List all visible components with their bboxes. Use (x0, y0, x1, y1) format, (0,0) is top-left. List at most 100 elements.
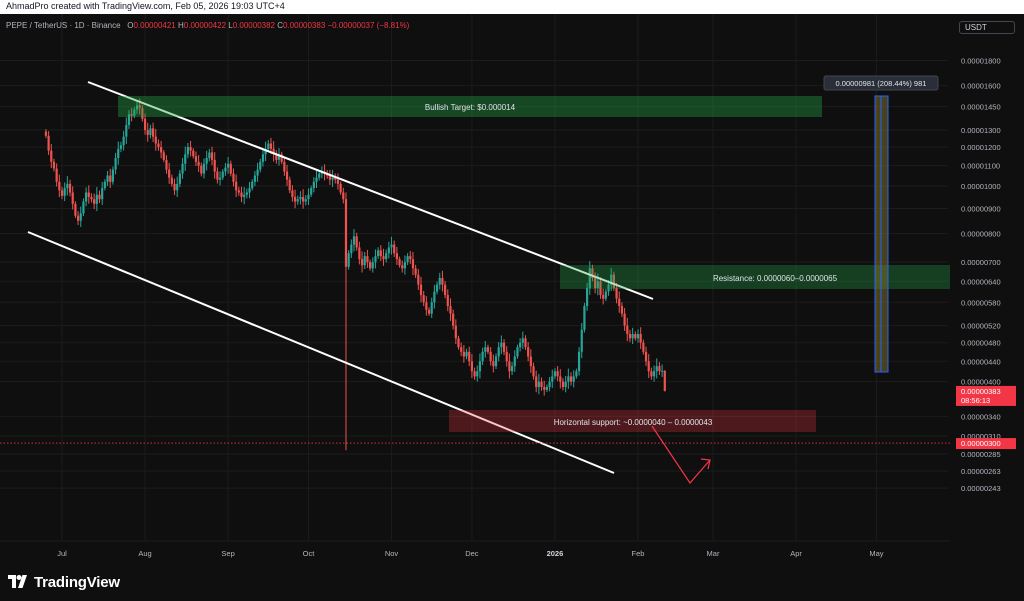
candle-body[interactable] (146, 129, 149, 135)
candle-body[interactable] (259, 161, 262, 170)
candle-body[interactable] (661, 370, 664, 372)
candle-body[interactable] (162, 152, 165, 160)
candle-body[interactable] (74, 203, 77, 216)
candle-body[interactable] (243, 194, 246, 197)
candle-body[interactable] (371, 262, 374, 269)
candle-body[interactable] (50, 150, 53, 162)
candle-body[interactable] (639, 334, 642, 343)
candle-body[interactable] (336, 179, 340, 184)
candle-body[interactable] (253, 175, 256, 182)
candle-body[interactable] (393, 244, 396, 254)
candle-body[interactable] (269, 143, 273, 149)
candle-body[interactable] (382, 256, 385, 260)
candle-body[interactable] (580, 329, 583, 352)
candle-body[interactable] (457, 338, 460, 348)
candle-body[interactable] (216, 171, 219, 180)
candle-body[interactable] (489, 351, 492, 362)
candle-body[interactable] (178, 173, 181, 184)
candle-body[interactable] (103, 181, 106, 189)
candle-body[interactable] (240, 192, 243, 197)
candle-body[interactable] (133, 109, 136, 116)
candle-body[interactable] (548, 381, 551, 388)
candle-body[interactable] (551, 376, 554, 382)
candle-body[interactable] (90, 196, 93, 200)
candle-body[interactable] (470, 361, 473, 372)
candle-body[interactable] (186, 147, 190, 155)
support-zone[interactable] (449, 410, 816, 432)
candle-body[interactable] (368, 262, 372, 269)
candle-body[interactable] (612, 274, 615, 289)
candle-body[interactable] (87, 192, 90, 197)
candle-body[interactable] (532, 366, 535, 377)
candle-body[interactable] (583, 306, 586, 330)
candle-body[interactable] (468, 351, 471, 362)
candle-body[interactable] (101, 188, 104, 200)
candle-body[interactable] (497, 347, 500, 357)
candle-body[interactable] (481, 351, 484, 362)
candle-body[interactable] (79, 213, 82, 221)
candle-body[interactable] (663, 370, 666, 391)
candle-body[interactable] (403, 262, 407, 269)
candle-body[interactable] (500, 342, 503, 348)
candle-body[interactable] (374, 256, 377, 263)
candle-body[interactable] (130, 114, 133, 116)
candle-body[interactable] (585, 288, 589, 307)
candle-body[interactable] (591, 268, 594, 278)
candle-body[interactable] (502, 342, 506, 352)
candle-body[interactable] (577, 351, 581, 372)
candle-body[interactable] (181, 163, 184, 174)
candle-body[interactable] (628, 334, 632, 339)
candle-body[interactable] (213, 159, 216, 172)
candle-body[interactable] (390, 244, 393, 248)
candle-body[interactable] (395, 253, 398, 260)
candle-body[interactable] (229, 163, 232, 174)
candle-body[interactable] (510, 366, 514, 372)
candle-body[interactable] (572, 376, 575, 382)
candle-body[interactable] (221, 171, 224, 178)
candle-body[interactable] (68, 183, 72, 193)
candle-body[interactable] (527, 347, 530, 357)
candle-body[interactable] (347, 253, 350, 267)
candle-body[interactable] (360, 259, 364, 266)
candle-body[interactable] (119, 145, 123, 149)
candle-body[interactable] (135, 105, 139, 110)
candle-body[interactable] (634, 334, 637, 339)
candle-body[interactable] (307, 194, 310, 200)
candle-body[interactable] (513, 356, 516, 367)
candle-body[interactable] (197, 161, 200, 166)
candle-body[interactable] (430, 302, 433, 314)
candle-body[interactable] (564, 381, 567, 388)
candle-body[interactable] (302, 196, 305, 202)
candle-body[interactable] (165, 159, 168, 170)
candle-body[interactable] (569, 376, 573, 382)
candle-body[interactable] (433, 291, 436, 303)
candle-body[interactable] (524, 338, 527, 348)
candle-body[interactable] (652, 371, 656, 377)
candle-body[interactable] (328, 175, 332, 180)
candle-body[interactable] (47, 135, 50, 151)
candle-body[interactable] (227, 163, 230, 168)
candle-body[interactable] (275, 154, 278, 160)
candle-body[interactable] (63, 188, 66, 196)
candle-body[interactable] (296, 199, 299, 202)
candle-body[interactable] (355, 236, 358, 248)
candle-body[interactable] (655, 366, 658, 372)
candle-body[interactable] (529, 356, 532, 367)
candle-body[interactable] (377, 250, 380, 257)
candle-body[interactable] (111, 169, 115, 182)
candle-body[interactable] (419, 284, 423, 296)
candle-body[interactable] (189, 147, 192, 151)
candle-body[interactable] (127, 114, 131, 126)
candle-body[interactable] (540, 381, 543, 388)
candle-body[interactable] (596, 281, 599, 289)
candle-body[interactable] (465, 351, 468, 357)
candle-body[interactable] (636, 334, 640, 339)
candle-body[interactable] (184, 154, 187, 164)
candle-body[interactable] (626, 325, 629, 334)
candle-body[interactable] (615, 288, 618, 299)
candle-body[interactable] (205, 158, 208, 164)
candle-body[interactable] (192, 150, 195, 157)
candle-body[interactable] (543, 387, 546, 390)
candle-body[interactable] (588, 268, 591, 289)
resistance-zone[interactable] (560, 265, 956, 289)
